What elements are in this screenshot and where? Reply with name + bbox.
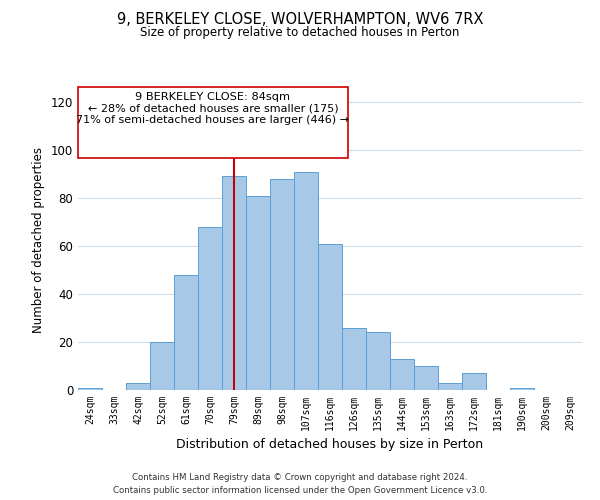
Bar: [342, 328, 366, 390]
Bar: [150, 342, 174, 390]
Bar: [318, 244, 342, 390]
Bar: [126, 383, 150, 390]
Bar: [78, 388, 102, 390]
Bar: [198, 227, 222, 390]
Bar: [174, 275, 198, 390]
X-axis label: Distribution of detached houses by size in Perton: Distribution of detached houses by size …: [176, 438, 484, 452]
Bar: [246, 196, 270, 390]
Bar: [294, 172, 318, 390]
Text: 9, BERKELEY CLOSE, WOLVERHAMPTON, WV6 7RX: 9, BERKELEY CLOSE, WOLVERHAMPTON, WV6 7R…: [117, 12, 483, 28]
Bar: [366, 332, 390, 390]
Text: 9 BERKELEY CLOSE: 84sqm: 9 BERKELEY CLOSE: 84sqm: [136, 92, 290, 102]
Bar: [222, 176, 246, 390]
Bar: [390, 359, 414, 390]
Text: Size of property relative to detached houses in Perton: Size of property relative to detached ho…: [140, 26, 460, 39]
Text: 71% of semi-detached houses are larger (446) →: 71% of semi-detached houses are larger (…: [76, 114, 349, 124]
Bar: [270, 179, 294, 390]
Text: ← 28% of detached houses are smaller (175): ← 28% of detached houses are smaller (17…: [88, 104, 338, 114]
Text: Contains public sector information licensed under the Open Government Licence v3: Contains public sector information licen…: [113, 486, 487, 495]
Bar: [462, 373, 486, 390]
Bar: [510, 388, 534, 390]
Bar: [414, 366, 438, 390]
Text: Contains HM Land Registry data © Crown copyright and database right 2024.: Contains HM Land Registry data © Crown c…: [132, 474, 468, 482]
Y-axis label: Number of detached properties: Number of detached properties: [32, 147, 45, 333]
Bar: [438, 383, 462, 390]
